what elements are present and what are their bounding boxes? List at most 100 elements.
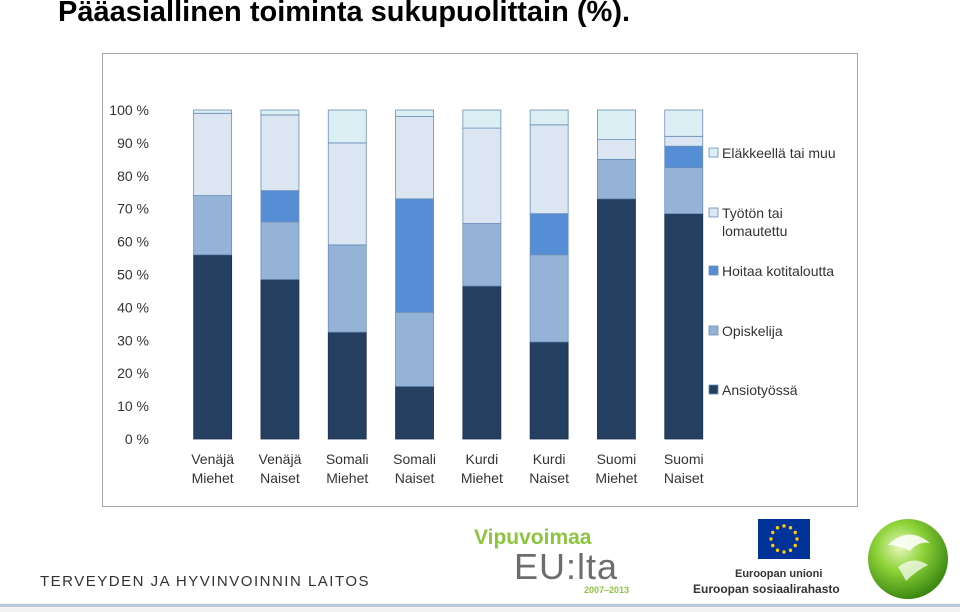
eu-stars-icon — [769, 524, 799, 554]
bar-segment — [462, 109, 502, 129]
program-years: 2007–2013 — [584, 585, 630, 595]
bar-segment — [664, 145, 704, 168]
y-tick-label: 30 % — [117, 332, 149, 348]
eu-star-icon — [782, 550, 786, 554]
bar-segment — [529, 341, 569, 440]
x-tick-label: Suomi — [664, 451, 704, 467]
legend-swatch — [708, 384, 719, 395]
y-tick-label: 100 % — [109, 102, 149, 118]
bar-segment — [529, 109, 569, 126]
y-tick-label: 40 % — [117, 299, 149, 315]
eu-star-icon — [788, 548, 793, 552]
bar-segment — [193, 254, 233, 440]
y-tick-label: 90 % — [117, 135, 149, 151]
x-tick-label: Naiset — [395, 470, 435, 486]
x-tick-label: Venäjä — [259, 451, 302, 467]
y-tick-label: 70 % — [117, 201, 149, 217]
eu-flag-icon — [758, 519, 810, 559]
y-tick-label: 50 % — [117, 267, 149, 283]
vipuvoimaa-logo: Vipuvoimaa EU:lta 2007–2013 — [474, 526, 634, 598]
bar-segment — [395, 116, 434, 200]
x-tick-label: Naiset — [664, 470, 704, 486]
x-tick-label: Suomi — [597, 451, 637, 467]
eu-star-icon — [775, 548, 780, 552]
bar-segment — [597, 109, 636, 141]
bar-segment — [664, 135, 704, 147]
x-tick-label: Somali — [326, 451, 369, 467]
program-title: Vipuvoimaa — [474, 526, 592, 549]
eu-star-icon — [771, 543, 775, 548]
bar-segment — [529, 254, 569, 343]
bar-segment — [462, 223, 502, 287]
legend-swatch — [708, 265, 719, 276]
organization-name: TERVEYDEN JA HYVINVOINNIN LAITOS — [40, 573, 371, 590]
x-tick-label: Naiset — [529, 470, 569, 486]
bar-segment — [260, 279, 300, 440]
x-tick-label: Miehet — [595, 470, 637, 486]
bar-segment — [395, 109, 434, 117]
bar-segment — [664, 109, 704, 137]
bar-segment — [327, 331, 367, 440]
bar-segment — [529, 124, 569, 215]
bar-segment — [193, 195, 233, 256]
eu-star-icon — [769, 537, 773, 541]
eu-star-icon — [775, 526, 780, 530]
legend-label: Työtön tai — [722, 205, 783, 221]
eu-star-icon — [771, 530, 775, 535]
y-tick-label: 0 % — [125, 431, 149, 447]
footer-rule — [0, 604, 960, 607]
x-tick-label: Miehet — [192, 470, 234, 486]
bar-segment — [462, 285, 502, 440]
bar-segment — [664, 167, 704, 215]
y-tick-label: 10 % — [117, 398, 149, 414]
bar-segment — [327, 244, 367, 333]
bar-segment — [260, 190, 300, 223]
bar-segment — [395, 311, 434, 387]
eu-star-icon — [793, 530, 797, 535]
program-eu: EU:lta — [514, 546, 619, 587]
eu-star-icon — [782, 524, 786, 528]
bar-segment — [193, 109, 233, 114]
bar-segment — [597, 158, 636, 200]
x-tick-label: Somali — [393, 451, 436, 467]
bar-segment — [664, 213, 704, 440]
bar-segment — [260, 221, 300, 280]
bar-segment — [193, 112, 233, 196]
footer-band — [0, 603, 960, 612]
x-tick-label: Naiset — [260, 470, 300, 486]
bar-segment — [260, 109, 300, 116]
legend-label: Hoitaa kotitaloutta — [722, 263, 834, 279]
legend-swatch — [708, 207, 719, 218]
x-tick-label: Venäjä — [191, 451, 234, 467]
bar-segment — [597, 198, 636, 440]
bar-segment — [395, 385, 434, 440]
legend-label: Ansiotyössä — [722, 382, 798, 398]
x-tick-label: Miehet — [326, 470, 368, 486]
eu-star-icon — [788, 526, 793, 530]
legend-label: Opiskelija — [722, 323, 783, 339]
legend-swatch — [708, 325, 719, 336]
stacked-bar-chart: 0 % 10 % 20 % 30 % 40 % 50 % 60 % 70 % 80 % 90 % 1… — [109, 102, 836, 486]
legend-label: Eläkkeellä tai muu — [722, 145, 836, 161]
chart-frame: 0 % 10 % 20 % 30 % 40 % 50 % 60 % 70 % 80 % 90 % 1… — [102, 53, 858, 507]
eu-name: Euroopan unioni — [735, 568, 823, 580]
bar-segment — [260, 114, 300, 192]
x-tick-label: Kurdi — [533, 451, 566, 467]
legend-swatch — [708, 147, 719, 158]
y-tick-label: 20 % — [117, 365, 149, 381]
bar-segment — [462, 127, 502, 224]
y-tick-label: 60 % — [117, 234, 149, 250]
y-tick-label: 80 % — [117, 168, 149, 184]
bar-segment — [395, 198, 434, 313]
eu-star-icon — [793, 543, 797, 548]
green-globe-icon — [868, 519, 948, 599]
bar-segment — [529, 213, 569, 256]
bar-segment — [597, 139, 636, 160]
bar-segment — [327, 109, 367, 144]
eu-fund-name: Euroopan sosiaalirahasto — [693, 582, 840, 596]
x-tick-label: Kurdi — [466, 451, 499, 467]
bar-segment — [327, 142, 367, 246]
eu-star-icon — [795, 537, 799, 541]
x-tick-label: Miehet — [461, 470, 503, 486]
legend-label: lomautettu — [722, 223, 787, 239]
